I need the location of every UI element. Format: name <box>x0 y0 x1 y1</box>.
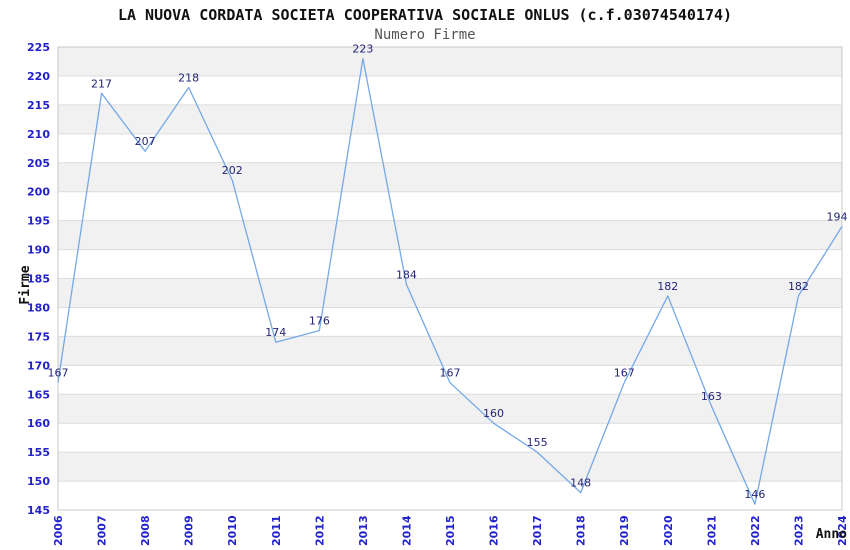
x-tick-label: 2006 <box>52 515 65 546</box>
data-label: 202 <box>222 164 243 177</box>
y-tick-label: 185 <box>27 273 50 286</box>
data-label: 182 <box>788 280 809 293</box>
plot-band <box>58 481 842 510</box>
x-tick-label: 2021 <box>705 515 718 546</box>
x-tick-label: 2017 <box>531 515 544 546</box>
x-axis-title: Anno <box>816 527 847 542</box>
data-label: 160 <box>483 407 504 420</box>
x-tick-label: 2024 <box>836 515 849 546</box>
x-tick-label: 2015 <box>444 515 457 546</box>
y-tick-label: 225 <box>27 41 50 54</box>
x-tick-label: 2020 <box>662 515 675 546</box>
series-line <box>57 57 843 505</box>
plot-band <box>58 249 842 279</box>
data-label: 194 <box>827 210 848 223</box>
y-tick-label: 195 <box>27 215 50 228</box>
x-tick-label: 2022 <box>749 515 762 546</box>
plot-band <box>58 365 842 395</box>
gridlines <box>58 75 842 482</box>
data-label: 146 <box>744 488 765 501</box>
y-tick-label: 145 <box>27 504 50 517</box>
plot-band <box>58 47 842 76</box>
x-tick-label: 2013 <box>357 515 370 546</box>
y-tick-label: 150 <box>27 475 50 488</box>
y-tick-label: 210 <box>27 128 50 141</box>
data-label: 217 <box>91 77 112 90</box>
plot-band <box>58 452 842 482</box>
y-tick-label: 155 <box>27 446 50 459</box>
data-label: 167 <box>614 367 635 380</box>
plot-band <box>58 336 842 366</box>
x-tick-label: 2016 <box>488 515 501 546</box>
data-label: 167 <box>440 367 461 380</box>
y-tick-label: 205 <box>27 157 50 170</box>
chart-subtitle: Numero Firme <box>374 27 476 43</box>
data-label: 167 <box>48 367 69 380</box>
y-tick-label: 175 <box>27 330 50 343</box>
plot-band <box>58 75 842 105</box>
plot-bands <box>58 47 842 510</box>
plot-band <box>58 104 842 134</box>
plot-band <box>58 394 842 424</box>
y-tick-label: 165 <box>27 388 50 401</box>
x-tick-label: 2019 <box>618 515 631 546</box>
y-axis-title: Firme <box>18 265 33 304</box>
y-axis-ticks: 145 150 155 160 165 170 175 180 185 190 195 200 205 2… <box>27 41 50 517</box>
data-label: 182 <box>657 280 678 293</box>
plot-band <box>58 162 842 192</box>
chart-title: LA NUOVA CORDATA SOCIETA COOPERATIVA SOC… <box>117 6 733 24</box>
plot-band <box>58 220 842 250</box>
plot-band <box>58 191 842 221</box>
data-label: 207 <box>135 135 156 148</box>
x-tick-label: 2007 <box>96 515 109 546</box>
plot-band <box>58 307 842 337</box>
data-label: 176 <box>309 315 330 328</box>
x-tick-label: 2018 <box>575 515 588 546</box>
y-tick-label: 215 <box>27 99 50 112</box>
plot-border <box>57 46 843 511</box>
data-labels: 167 217 207 218 202 174 176 223 184 167 160 155 148 1… <box>48 43 848 502</box>
x-tick-label: 2008 <box>139 515 152 546</box>
x-tick-label: 2011 <box>270 515 283 546</box>
data-label: 218 <box>178 72 199 85</box>
x-tick-label: 2009 <box>183 515 196 546</box>
data-label: 148 <box>570 477 591 490</box>
y-tick-label: 200 <box>27 186 50 199</box>
plot-band <box>58 133 842 163</box>
data-label: 155 <box>527 436 548 449</box>
data-label: 184 <box>396 268 417 281</box>
y-tick-label: 190 <box>27 244 50 257</box>
data-label: 163 <box>701 390 722 403</box>
y-tick-label: 220 <box>27 70 50 83</box>
data-label: 174 <box>265 326 286 339</box>
y-tick-label: 180 <box>27 301 50 314</box>
x-tick-label: 2012 <box>313 515 326 546</box>
x-tick-label: 2010 <box>226 515 239 546</box>
x-tick-label: 2023 <box>792 515 805 546</box>
x-axis-ticks: 2006 2007 2008 2009 2010 2011 2012 2013 2014 2015… <box>52 515 849 546</box>
data-label: 223 <box>352 43 373 56</box>
plot-band <box>58 423 842 453</box>
y-tick-label: 170 <box>27 359 50 372</box>
y-tick-label: 160 <box>27 417 50 430</box>
plot-band <box>58 278 842 308</box>
x-tick-label: 2014 <box>400 515 413 546</box>
